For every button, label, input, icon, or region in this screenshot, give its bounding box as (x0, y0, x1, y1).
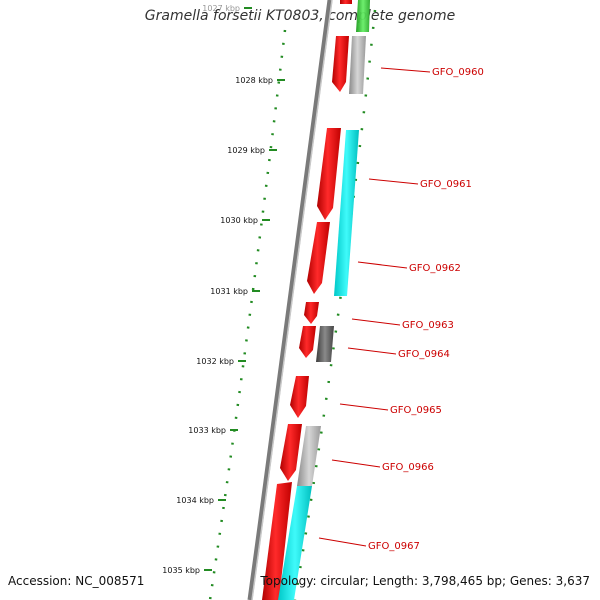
gene-leader-line (380, 67, 431, 73)
outer-ruler (293, 9, 377, 600)
gene-label[interactable]: GFO_0966 (382, 462, 434, 473)
gene-label[interactable]: GFO_0967 (368, 541, 420, 552)
ruler-tick-label: 1034 kbp (176, 496, 214, 505)
gene-label[interactable]: GFO_0960 (432, 67, 484, 78)
cog-feature[interactable] (316, 326, 334, 362)
gene-label[interactable]: GFO_0963 (402, 320, 454, 331)
ruler-tick-label: 1033 kbp (188, 426, 226, 435)
cds-feature[interactable] (307, 222, 330, 294)
cog-feature[interactable] (297, 426, 321, 486)
gene-label[interactable]: GFO_0964 (398, 349, 450, 360)
cog-feature[interactable] (349, 36, 366, 94)
gene-leader-line (339, 403, 389, 411)
genome-backbone (247, 0, 333, 600)
gene-leader-line (331, 459, 381, 468)
gene-leader-line (368, 178, 419, 185)
cds-feature[interactable] (317, 128, 341, 220)
cds-track (262, 0, 352, 600)
gene-leader-line (347, 347, 397, 355)
cog-feature[interactable] (334, 130, 359, 296)
ruler-tick-label: 1031 kbp (210, 287, 248, 296)
genome-backbone-highlight (251, 0, 333, 600)
cds-feature[interactable] (299, 326, 316, 358)
gene-leader-line (357, 261, 408, 269)
gene-label[interactable]: GFO_0965 (390, 405, 442, 416)
gene-leader-line (351, 318, 401, 326)
ruler-tick-label: 1029 kbp (227, 146, 265, 155)
gene-label[interactable]: GFO_0962 (409, 263, 461, 274)
gene-label[interactable]: GFO_0961 (420, 179, 472, 190)
cog-track (278, 0, 370, 600)
cog-feature[interactable] (356, 0, 370, 32)
cog-feature[interactable] (278, 486, 312, 600)
ruler-tick-label: 1030 kbp (220, 216, 258, 225)
cds-feature[interactable] (304, 302, 319, 324)
ruler-tick-label: 1035 kbp (162, 566, 200, 575)
genome-summary-text: Topology: circular; Length: 3,798,465 bp… (260, 574, 590, 588)
map-title: Gramella forsetii KT0803, complete genom… (144, 8, 456, 24)
ruler-tick-label: 1028 kbp (235, 76, 273, 85)
ruler-tick-label: 1027 kbp (202, 4, 240, 13)
cds-feature[interactable] (340, 0, 352, 4)
cds-feature[interactable] (332, 36, 349, 92)
ruler-tick-label: 1032 kbp (196, 357, 234, 366)
cds-feature[interactable] (290, 376, 309, 418)
cds-feature[interactable] (280, 424, 302, 481)
gene-leader-line (318, 537, 367, 547)
accession-text: Accession: NC_008571 (8, 574, 145, 588)
cds-feature[interactable] (262, 482, 292, 600)
